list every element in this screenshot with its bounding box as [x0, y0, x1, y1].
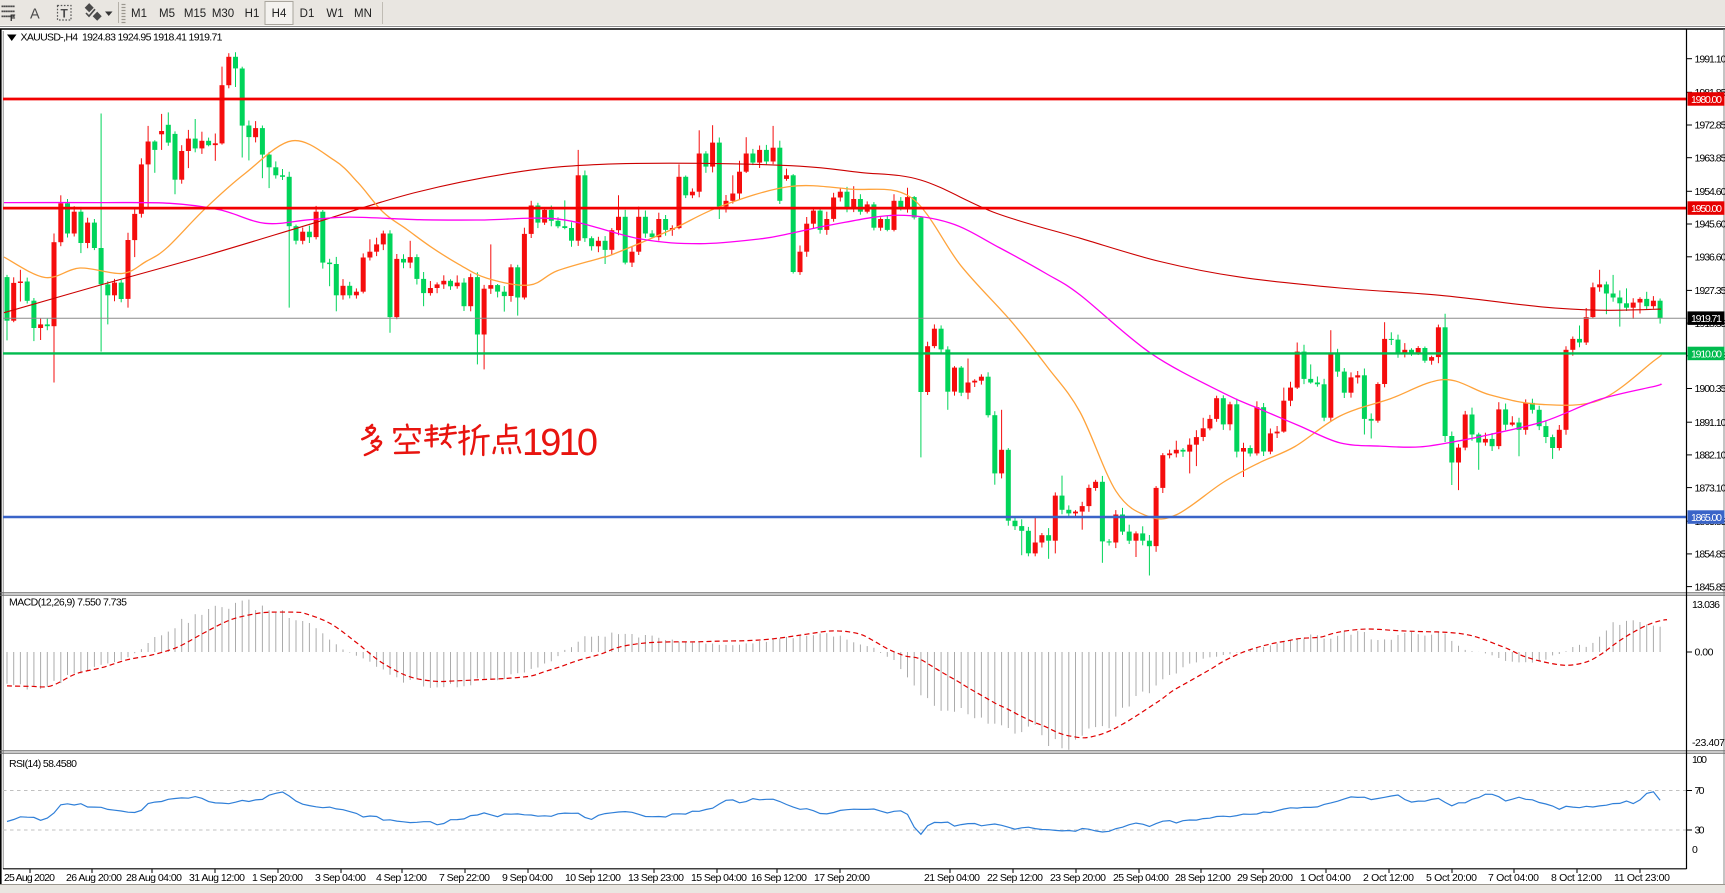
svg-text:31 Aug 12:00: 31 Aug 12:00 [189, 872, 245, 884]
svg-text:1954.60: 1954.60 [1695, 186, 1725, 198]
svg-text:1991.10: 1991.10 [1695, 53, 1725, 65]
svg-text:21 Sep 04:00: 21 Sep 04:00 [924, 872, 980, 884]
svg-text:W1: W1 [326, 8, 343, 20]
svg-text:RSI(14) 58.4580: RSI(14) 58.4580 [9, 758, 77, 770]
svg-text:1950.00: 1950.00 [1691, 203, 1722, 215]
svg-text:1945.60: 1945.60 [1695, 219, 1725, 231]
svg-text:D1: D1 [300, 8, 315, 20]
svg-text:0: 0 [1692, 844, 1698, 856]
svg-text:1972.85: 1972.85 [1695, 120, 1725, 132]
svg-text:1980.00: 1980.00 [1691, 94, 1722, 106]
svg-text:8 Oct 12:00: 8 Oct 12:00 [1551, 872, 1602, 884]
svg-text:26 Aug 20:00: 26 Aug 20:00 [66, 872, 122, 884]
svg-text:-23.407: -23.407 [1692, 737, 1725, 749]
svg-text:30: 30 [1695, 825, 1705, 837]
svg-text:M5: M5 [159, 8, 175, 20]
svg-text:13 Sep 23:00: 13 Sep 23:00 [628, 872, 684, 884]
svg-text:22 Sep 12:00: 22 Sep 12:00 [987, 872, 1043, 884]
svg-text:H1: H1 [245, 8, 260, 20]
svg-text:16 Sep 12:00: 16 Sep 12:00 [751, 872, 807, 884]
svg-text:0.00: 0.00 [1695, 647, 1714, 659]
svg-text:1919.71: 1919.71 [1691, 313, 1722, 325]
svg-text:9 Sep 04:00: 9 Sep 04:00 [502, 872, 553, 884]
svg-text:1936.60: 1936.60 [1695, 252, 1725, 264]
svg-text:T: T [61, 7, 69, 21]
svg-text:1 Oct 04:00: 1 Oct 04:00 [1300, 872, 1351, 884]
svg-text:1 Sep 20:00: 1 Sep 20:00 [252, 872, 303, 884]
svg-text:2 Oct 12:00: 2 Oct 12:00 [1363, 872, 1414, 884]
svg-text:XAUUSD-,H4 1924.83 1924.95 19: XAUUSD-,H4 1924.83 1924.95 1918.41 1919.… [21, 32, 223, 44]
svg-text:M1: M1 [131, 8, 147, 20]
svg-text:11 Oct 23:00: 11 Oct 23:00 [1614, 872, 1670, 884]
svg-text:M15: M15 [184, 8, 206, 20]
svg-text:1963.85: 1963.85 [1695, 152, 1725, 164]
svg-text:1845.85: 1845.85 [1695, 581, 1725, 593]
svg-text:H4: H4 [272, 8, 287, 20]
svg-text:1900.35: 1900.35 [1695, 383, 1725, 395]
svg-text:13.036: 13.036 [1692, 599, 1720, 611]
svg-text:7 Oct 04:00: 7 Oct 04:00 [1488, 872, 1539, 884]
svg-text:10 Sep 12:00: 10 Sep 12:00 [565, 872, 621, 884]
svg-text:1873.10: 1873.10 [1695, 482, 1725, 494]
svg-text:17 Sep 20:00: 17 Sep 20:00 [814, 872, 870, 884]
svg-text:1910.00: 1910.00 [1691, 348, 1722, 360]
svg-text:23 Sep 20:00: 23 Sep 20:00 [1050, 872, 1106, 884]
svg-text:1927.35: 1927.35 [1695, 285, 1725, 297]
svg-text:7 Sep 22:00: 7 Sep 22:00 [439, 872, 490, 884]
svg-text:100: 100 [1692, 754, 1707, 766]
svg-text:3 Sep 04:00: 3 Sep 04:00 [315, 872, 366, 884]
svg-text:1865.00: 1865.00 [1691, 512, 1722, 524]
svg-text:25 Sep 04:00: 25 Sep 04:00 [1113, 872, 1169, 884]
svg-text:28 Sep 12:00: 28 Sep 12:00 [1175, 872, 1231, 884]
svg-text:MN: MN [354, 8, 372, 20]
svg-text:1910: 1910 [522, 422, 598, 464]
svg-text:1882.10: 1882.10 [1695, 450, 1725, 462]
svg-text:15 Sep 04:00: 15 Sep 04:00 [691, 872, 747, 884]
svg-text:70: 70 [1695, 785, 1705, 797]
svg-text:28 Aug 04:00: 28 Aug 04:00 [126, 872, 182, 884]
svg-text:1854.85: 1854.85 [1695, 549, 1725, 561]
svg-text:M30: M30 [212, 8, 234, 20]
svg-text:4 Sep 12:00: 4 Sep 12:00 [376, 872, 427, 884]
svg-text:MACD(12,26,9) 7.550 7.735: MACD(12,26,9) 7.550 7.735 [9, 597, 127, 609]
svg-text:A: A [30, 7, 40, 23]
svg-text:25 Aug 2020: 25 Aug 2020 [4, 872, 55, 884]
svg-text:5 Oct 20:00: 5 Oct 20:00 [1426, 872, 1477, 884]
svg-text:F: F [10, 13, 16, 23]
svg-text:1891.10: 1891.10 [1695, 417, 1725, 429]
svg-text:29 Sep 20:00: 29 Sep 20:00 [1237, 872, 1293, 884]
